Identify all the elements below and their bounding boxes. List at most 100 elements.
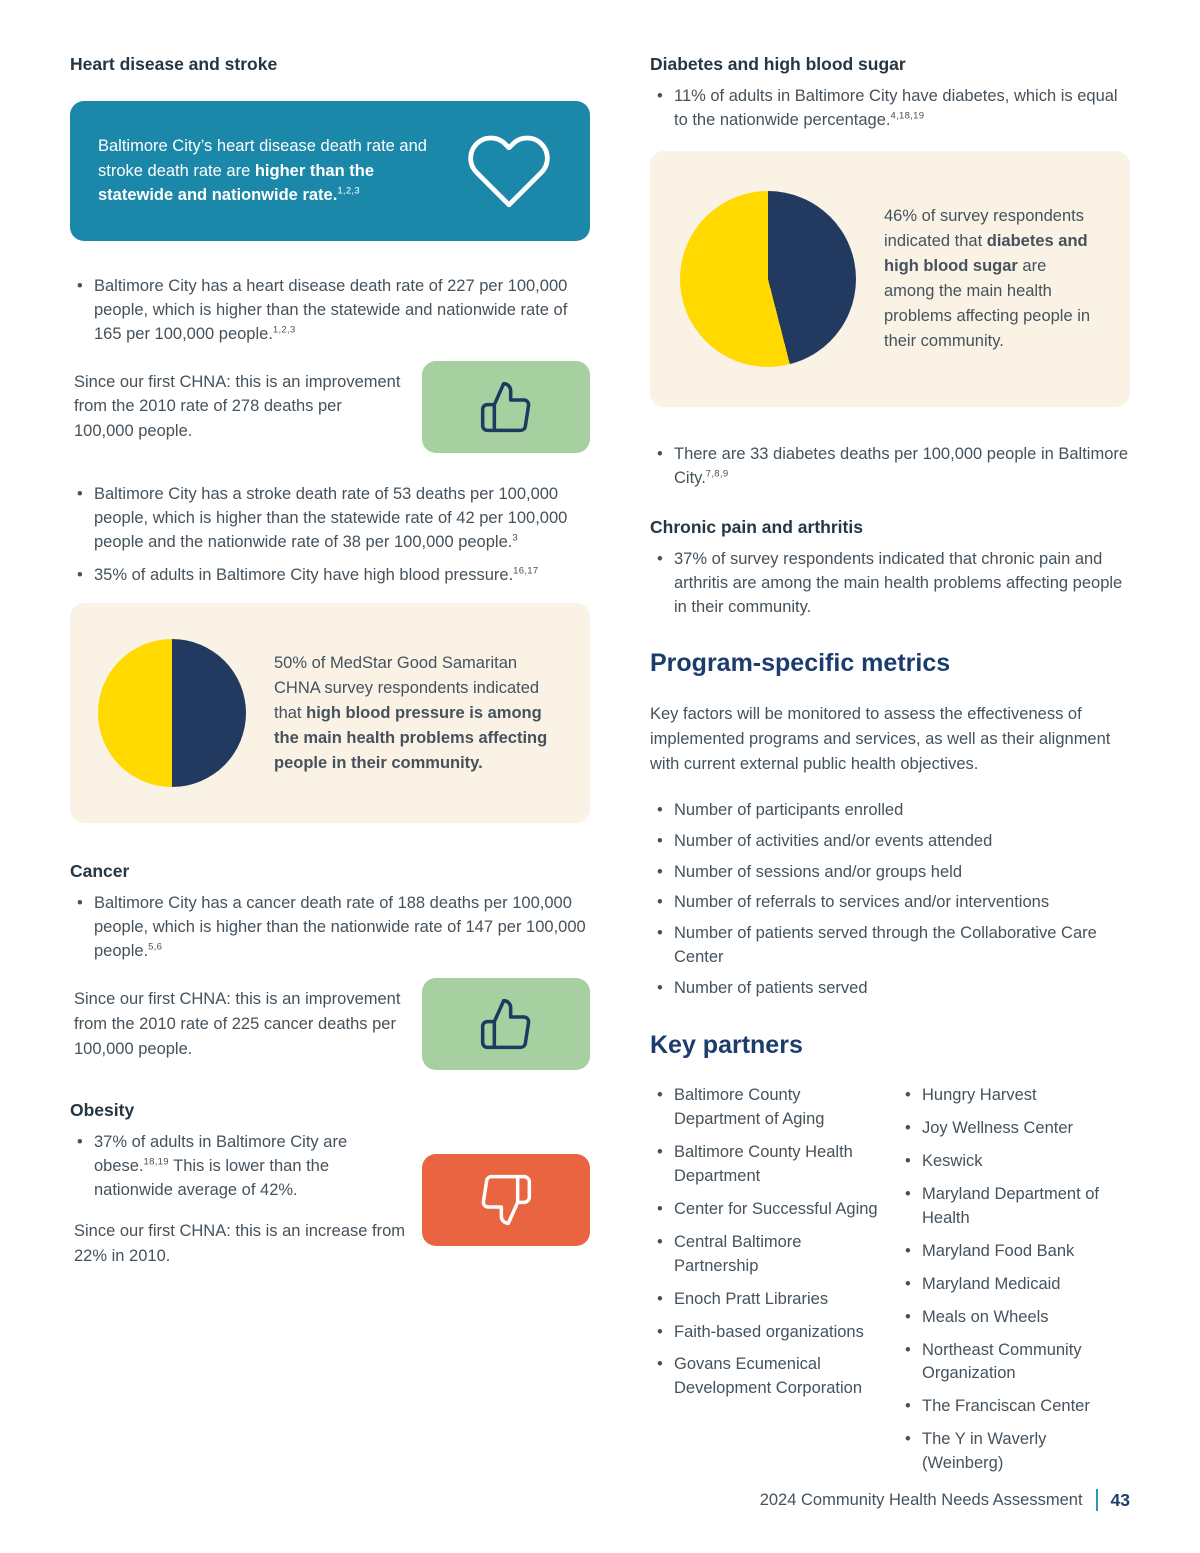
bullet-heart-death-rate: Baltimore City has a heart disease death… bbox=[77, 275, 590, 347]
metrics-list: Number of participants enrolled Number o… bbox=[650, 799, 1130, 1001]
partners-columns: Baltimore County Department of Aging Bal… bbox=[650, 1084, 1130, 1485]
survey-text-normal: 46% of survey respondents indicated that bbox=[884, 206, 1084, 250]
partner-item: Joy Wellness Center bbox=[905, 1117, 1130, 1141]
survey-text-after: are among the main health problems affec… bbox=[884, 256, 1091, 350]
partner-item: Center for Successful Aging bbox=[657, 1198, 882, 1222]
partner-item: Govans Ecumenical Development Corporatio… bbox=[657, 1353, 882, 1401]
partner-item: Enoch Pratt Libraries bbox=[657, 1288, 882, 1312]
partners-list-col1: Baltimore County Department of Aging Bal… bbox=[650, 1084, 882, 1485]
partner-item: Maryland Food Bank bbox=[905, 1240, 1130, 1264]
metric-item: Number of patients served through the Co… bbox=[657, 922, 1130, 970]
blood-pressure-pie-chart bbox=[98, 639, 246, 788]
bullet-stroke-death-rate: Baltimore City has a stroke death rate o… bbox=[77, 483, 590, 555]
citation: 5,6 bbox=[148, 941, 163, 953]
partner-item: Hungry Harvest bbox=[905, 1084, 1130, 1108]
partner-item: Baltimore County Department of Aging bbox=[657, 1084, 882, 1132]
right-column: Diabetes and high blood sugar 11% of adu… bbox=[650, 54, 1130, 1485]
bullet-diabetes-deaths: There are 33 diabetes deaths per 100,000… bbox=[657, 443, 1130, 491]
metric-item: Number of sessions and/or groups held bbox=[657, 861, 1130, 885]
partner-item: Central Baltimore Partnership bbox=[657, 1231, 882, 1279]
partner-item: Maryland Department of Health bbox=[905, 1183, 1130, 1231]
partner-item: Northeast Community Organization bbox=[905, 1339, 1130, 1387]
bullet-text: 11% of adults in Baltimore City have dia… bbox=[674, 87, 1118, 129]
partner-item: The Franciscan Center bbox=[905, 1395, 1130, 1419]
thumbs-up-badge bbox=[422, 978, 590, 1071]
obesity-bullet-list: 37% of adults in Baltimore City are obes… bbox=[70, 1131, 412, 1203]
bullet-text-after: This is lower than the nationwide averag… bbox=[94, 1157, 330, 1200]
chna-heart-text: Since our first CHNA: this is an improve… bbox=[74, 372, 401, 441]
diabetes-deaths-bullet-list: There are 33 diabetes deaths per 100,000… bbox=[650, 443, 1130, 491]
cancer-bullet-list: Baltimore City has a cancer death rate o… bbox=[70, 892, 590, 964]
heart-disease-callout: Baltimore City’s heart disease death rat… bbox=[70, 101, 590, 241]
bullet-text: There are 33 diabetes deaths per 100,000… bbox=[674, 444, 1129, 487]
chna-cancer-text: Since our first CHNA: this is an improve… bbox=[74, 990, 401, 1058]
partner-item: Baltimore County Health Department bbox=[657, 1141, 882, 1189]
bullet-cancer-death-rate: Baltimore City has a cancer death rate o… bbox=[77, 892, 590, 964]
citation: 18,19 bbox=[143, 1156, 169, 1168]
heading-diabetes: Diabetes and high blood sugar bbox=[650, 54, 906, 74]
bullet-high-blood-pressure: 35% of adults in Baltimore City have hig… bbox=[77, 564, 590, 588]
blood-pressure-survey-box: 50% of MedStar Good Samaritan CHNA surve… bbox=[70, 603, 590, 824]
citation: 1,2,3 bbox=[272, 324, 296, 336]
partner-item: The Y in Waverly (Weinberg) bbox=[905, 1428, 1130, 1476]
bullet-text: Baltimore City has a cancer death rate o… bbox=[94, 894, 586, 961]
chna-obesity-text: Since our first CHNA: this is an increas… bbox=[74, 1221, 406, 1265]
heading-heart-disease: Heart disease and stroke bbox=[70, 54, 278, 74]
thumbs-up-badge bbox=[422, 360, 590, 453]
survey-text-bold: diabetes and high blood sugar bbox=[884, 231, 1088, 275]
partner-item: Faith-based organizations bbox=[657, 1321, 882, 1345]
citation: 16,17 bbox=[513, 565, 539, 577]
bullet-text: Baltimore City has a heart disease death… bbox=[94, 277, 568, 343]
chna-cancer-row: Since our first CHNA: this is an improve… bbox=[74, 978, 590, 1071]
obesity-section: 37% of adults in Baltimore City are obes… bbox=[70, 1131, 590, 1268]
chna-heart-row: Since our first CHNA: this is an improve… bbox=[74, 360, 590, 453]
left-column: Heart disease and stroke Baltimore City’… bbox=[70, 54, 590, 1485]
chronic-pain-bullet-list: 37% of survey respondents indicated that… bbox=[650, 548, 1130, 620]
survey-text-normal: 50% of MedStar Good Samaritan CHNA surve… bbox=[274, 653, 540, 722]
diabetes-survey-text: 46% of survey respondents indicated that… bbox=[884, 204, 1100, 354]
heading-chronic-pain: Chronic pain and arthritis bbox=[650, 516, 863, 537]
page-number: 43 bbox=[1110, 1489, 1130, 1510]
thumbs-down-badge bbox=[422, 1153, 590, 1246]
thumbs-down-icon bbox=[478, 1172, 534, 1228]
partner-item: Keswick bbox=[905, 1150, 1130, 1174]
metric-item: Number of activities and/or events atten… bbox=[657, 830, 1130, 854]
thumbs-up-icon bbox=[478, 379, 534, 435]
metric-item: Number of referrals to services and/or i… bbox=[657, 891, 1130, 915]
bullet-chronic-pain: 37% of survey respondents indicated that… bbox=[657, 548, 1130, 620]
diabetes-pie-chart bbox=[680, 190, 856, 367]
heart-bullet-list: Baltimore City has a heart disease death… bbox=[70, 275, 590, 347]
bullet-text: 37% of adults in Baltimore City are obes… bbox=[94, 1133, 348, 1176]
metrics-intro-paragraph: Key factors will be monitored to assess … bbox=[650, 705, 1111, 773]
two-column-layout: Heart disease and stroke Baltimore City’… bbox=[70, 54, 1130, 1485]
heading-program-metrics: Program-specific metrics bbox=[650, 649, 951, 678]
bullet-obesity-rate: 37% of adults in Baltimore City are obes… bbox=[77, 1131, 412, 1203]
thumbs-up-icon bbox=[478, 996, 534, 1052]
heart-callout-text: Baltimore City’s heart disease death rat… bbox=[98, 134, 440, 208]
survey-text-bold: high blood pressure is among the main he… bbox=[274, 703, 548, 773]
heading-obesity: Obesity bbox=[70, 1100, 135, 1121]
heart-callout-text-bold: higher than the statewide and nationwide… bbox=[98, 161, 375, 205]
citation: 7,8,9 bbox=[705, 468, 729, 480]
heart-callout-text-normal: Baltimore City’s heart disease death rat… bbox=[98, 136, 427, 180]
diabetes-survey-box: 46% of survey respondents indicated that… bbox=[650, 150, 1130, 407]
partner-item: Maryland Medicaid bbox=[905, 1273, 1130, 1297]
bullet-text: 37% of survey respondents indicated that… bbox=[674, 549, 1123, 616]
page-footer: 2024 Community Health Needs Assessment 4… bbox=[760, 1489, 1130, 1511]
partner-item: Meals on Wheels bbox=[905, 1306, 1130, 1330]
bullet-diabetes-rate: 11% of adults in Baltimore City have dia… bbox=[657, 85, 1130, 133]
footer-title: 2024 Community Health Needs Assessment bbox=[759, 1490, 1083, 1509]
bullet-text: Baltimore City has a stroke death rate o… bbox=[94, 484, 568, 551]
blood-pressure-survey-text: 50% of MedStar Good Samaritan CHNA surve… bbox=[274, 651, 562, 776]
footer-divider bbox=[1095, 1489, 1098, 1511]
heading-key-partners: Key partners bbox=[650, 1031, 803, 1060]
bullet-text: 35% of adults in Baltimore City have hig… bbox=[94, 565, 514, 584]
citation: 3 bbox=[512, 532, 518, 544]
heart-callout-citation: 1,2,3 bbox=[337, 185, 360, 197]
citation: 4,18,19 bbox=[890, 110, 925, 122]
partners-list-col2: Hungry Harvest Joy Wellness Center Keswi… bbox=[898, 1084, 1130, 1485]
stroke-bullet-list: Baltimore City has a stroke death rate o… bbox=[70, 483, 590, 588]
heart-icon bbox=[454, 127, 564, 215]
metric-item: Number of participants enrolled bbox=[657, 799, 1130, 823]
